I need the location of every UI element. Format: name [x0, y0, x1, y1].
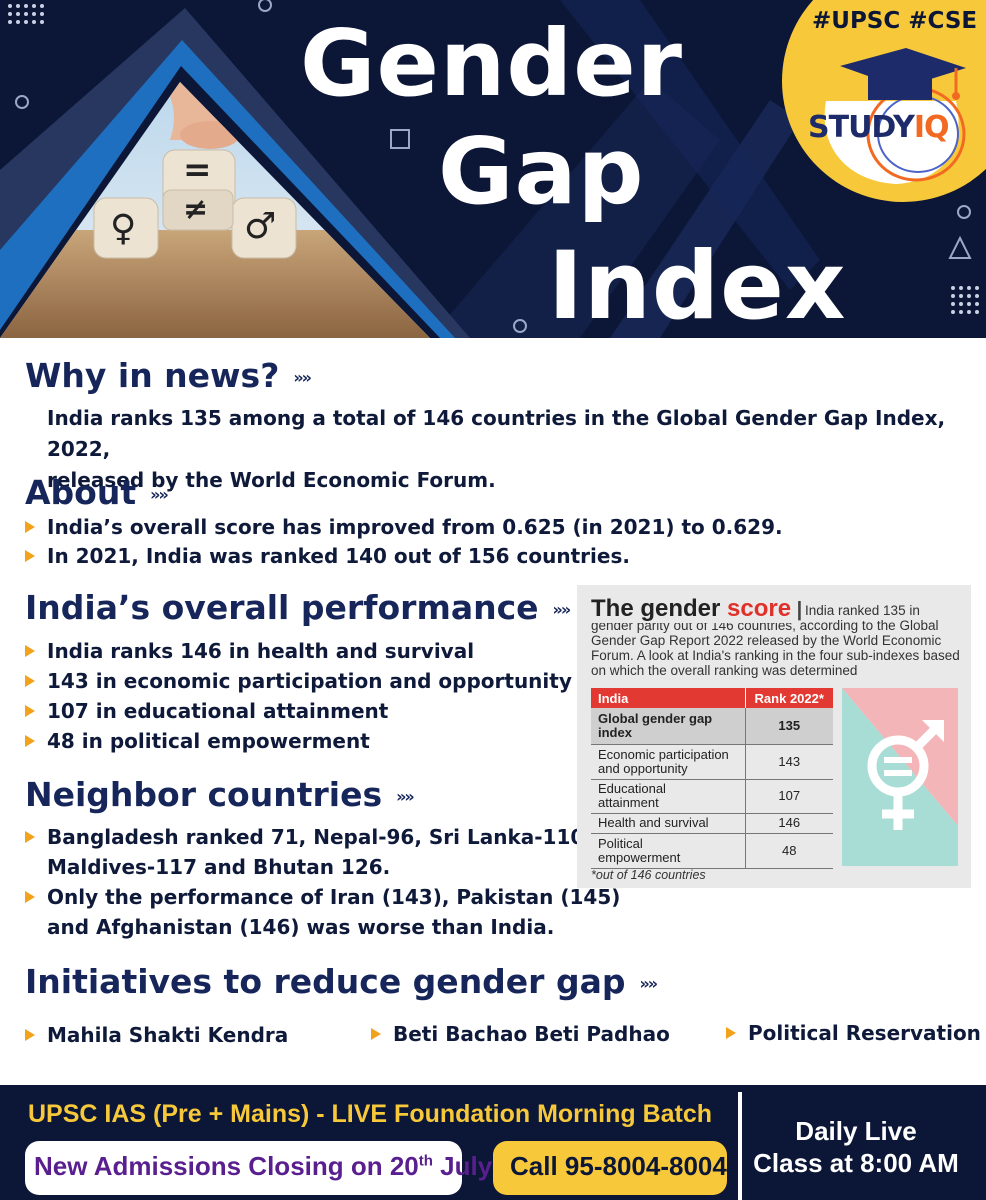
about-title: About »»	[25, 473, 169, 512]
row-rank: 135	[744, 708, 833, 745]
performance-item: 48 in political empowerment	[23, 726, 370, 756]
dice-equal-symbol: =	[183, 150, 212, 190]
graduation-cap-icon	[824, 48, 966, 184]
section-arrows-icon: »»	[293, 368, 312, 387]
card-title-part-1: The gender	[591, 595, 728, 622]
brand-logo: STUDYIQ	[808, 110, 950, 145]
call-button[interactable]	[493, 1141, 727, 1195]
neighbors-item: Bangladesh ranked 71, Nepal-96, Sri Lank…	[23, 822, 592, 882]
daily-line-2: Class at 8:00 AM	[753, 1148, 959, 1178]
table-row: Educational attainment 107	[591, 779, 833, 814]
neighbors-item-2-line-1: Only the performance of Iran (143), Paki…	[47, 885, 621, 909]
footer-divider	[738, 1092, 742, 1200]
why-in-news-title-text: Why in news?	[25, 356, 280, 395]
performance-title-text: India’s overall performance	[25, 588, 539, 627]
initiative-item: Beti Bachao Beti Padhao	[369, 1019, 670, 1049]
card-title-separator: |	[791, 599, 803, 621]
row-label: Economic participation and opportunity	[591, 744, 745, 780]
row-rank: 146	[744, 813, 833, 834]
dice-male-symbol: ♂	[244, 206, 277, 247]
header-banner: = ≠ ♀ ♂ Gender Gap Index #UPSC #CSE STUD…	[0, 0, 986, 338]
section-arrows-icon: »»	[396, 787, 415, 806]
card-description: India ranked 135 in gender parity out of…	[591, 603, 960, 678]
title-line-1: Gender	[300, 10, 684, 117]
row-label: Political empowerment	[591, 833, 745, 869]
initiative-item: Mahila Shakti Kendra	[23, 1020, 288, 1050]
dice-not-equal-symbol: ≠	[183, 192, 209, 227]
daily-live-text: Daily Live Class at 8:00 AM	[748, 1115, 964, 1179]
table-row: Political empowerment 48	[591, 833, 833, 869]
neighbors-item-1-line-2: Maldives-117 and Bhutan 126.	[47, 855, 391, 879]
neighbors-item: Only the performance of Iran (143), Paki…	[23, 882, 620, 942]
section-arrows-icon: »»	[150, 485, 169, 504]
section-arrows-icon: »»	[639, 974, 658, 993]
hashtags: #UPSC #CSE	[812, 8, 978, 34]
section-arrows-icon: »»	[552, 600, 572, 619]
neighbors-title-text: Neighbor countries	[25, 775, 383, 814]
row-rank: 48	[744, 833, 833, 869]
row-rank: 143	[744, 744, 833, 780]
title-line-2: Gap	[438, 118, 645, 225]
about-title-text: About	[25, 473, 137, 512]
row-label: Educational attainment	[591, 779, 745, 814]
why-in-news-line-1: India ranks 135 among a total of 146 cou…	[47, 406, 946, 461]
card-title: The gender score |	[591, 595, 803, 623]
performance-item: 107 in educational attainment	[23, 696, 388, 726]
initiative-item: Political Reservation	[724, 1018, 981, 1048]
admissions-pill	[25, 1141, 462, 1195]
row-label: Health and survival	[591, 813, 745, 834]
performance-item: India ranks 146 in health and survival	[23, 636, 474, 666]
why-in-news-title: Why in news? »»	[25, 356, 312, 395]
table-row: Health and survival 146	[591, 813, 833, 834]
about-item: India’s overall score has improved from …	[23, 512, 783, 542]
neighbors-item-1-line-1: Bangladesh ranked 71, Nepal-96, Sri Lank…	[47, 825, 592, 849]
admissions-text-month: July	[432, 1151, 493, 1181]
dice-female-symbol: ♀	[110, 208, 137, 249]
performance-item: 143 in economic participation and opport…	[23, 666, 572, 696]
daily-line-1: Daily Live	[795, 1116, 917, 1146]
admissions-text: New Admissions Closing on 20th July	[34, 1151, 492, 1182]
rank-table: India Rank 2022* Global gender gap index …	[591, 688, 833, 869]
header-decoration	[0, 0, 979, 338]
col-country: India	[591, 688, 745, 708]
admissions-text-main: New Admissions Closing on 20	[34, 1151, 419, 1181]
call-number[interactable]: Call 95-8004-8004	[510, 1151, 727, 1181]
initiatives-title-text: Initiatives to reduce gender gap	[25, 962, 626, 1001]
logo-iq-text: IQ	[913, 110, 950, 145]
batch-text: UPSC IAS (Pre + Mains) - LIVE Foundation…	[28, 1100, 713, 1128]
title-line-3: Index	[548, 232, 847, 338]
card-title-score: score	[727, 595, 792, 622]
neighbors-title: Neighbor countries »»	[25, 775, 415, 814]
col-rank: Rank 2022*	[744, 688, 833, 708]
why-in-news-line-2: released by the World Economic Forum.	[47, 468, 496, 492]
row-rank: 107	[744, 779, 833, 814]
gender-equality-icon	[842, 688, 958, 866]
logo-study-text: STUDY	[808, 110, 915, 145]
neighbors-item-2-line-2: and Afghanistan (146) was worse than Ind…	[47, 915, 555, 939]
initiatives-title: Initiatives to reduce gender gap »»	[25, 962, 658, 1001]
why-in-news-text: India ranks 135 among a total of 146 cou…	[47, 403, 986, 496]
about-item: In 2021, India was ranked 140 out of 156…	[23, 541, 630, 571]
table-row: Economic participation and opportunity 14…	[591, 744, 833, 780]
card-footnote: *out of 146 countries	[591, 868, 706, 882]
row-label: Global gender gap index	[591, 708, 745, 745]
admissions-text-sup: th	[418, 1152, 433, 1170]
performance-title: India’s overall performance »»	[25, 588, 572, 627]
table-row: Global gender gap index 135	[591, 708, 833, 745]
